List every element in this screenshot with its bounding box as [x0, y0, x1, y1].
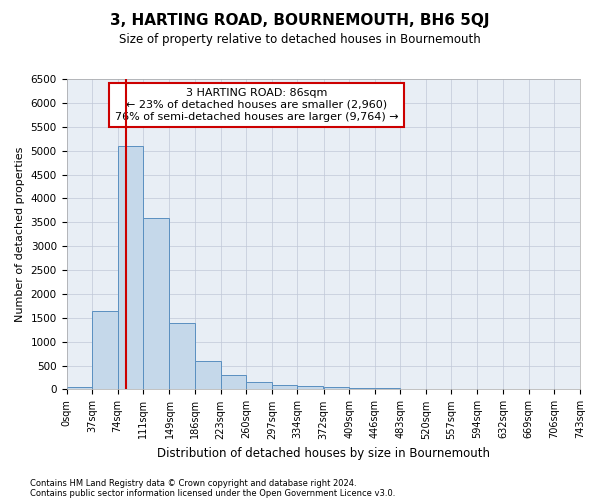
Bar — [246, 382, 272, 390]
Bar — [67, 387, 92, 390]
X-axis label: Distribution of detached houses by size in Bournemouth: Distribution of detached houses by size … — [157, 447, 490, 460]
Text: 3, HARTING ROAD, BOURNEMOUTH, BH6 5QJ: 3, HARTING ROAD, BOURNEMOUTH, BH6 5QJ — [110, 12, 490, 28]
Bar — [92, 310, 118, 390]
Bar — [143, 218, 169, 390]
Bar — [349, 388, 375, 390]
Text: Contains HM Land Registry data © Crown copyright and database right 2024.: Contains HM Land Registry data © Crown c… — [30, 478, 356, 488]
Y-axis label: Number of detached properties: Number of detached properties — [15, 146, 25, 322]
Text: 3 HARTING ROAD: 86sqm
← 23% of detached houses are smaller (2,960)
76% of semi-d: 3 HARTING ROAD: 86sqm ← 23% of detached … — [115, 88, 398, 122]
Bar — [221, 375, 246, 390]
Bar — [195, 361, 221, 390]
Text: Size of property relative to detached houses in Bournemouth: Size of property relative to detached ho… — [119, 32, 481, 46]
Bar — [323, 387, 349, 390]
Bar — [298, 386, 323, 390]
Text: Contains public sector information licensed under the Open Government Licence v3: Contains public sector information licen… — [30, 488, 395, 498]
Bar — [272, 384, 298, 390]
Bar — [118, 146, 143, 390]
Bar — [375, 388, 400, 390]
Bar — [169, 322, 195, 390]
